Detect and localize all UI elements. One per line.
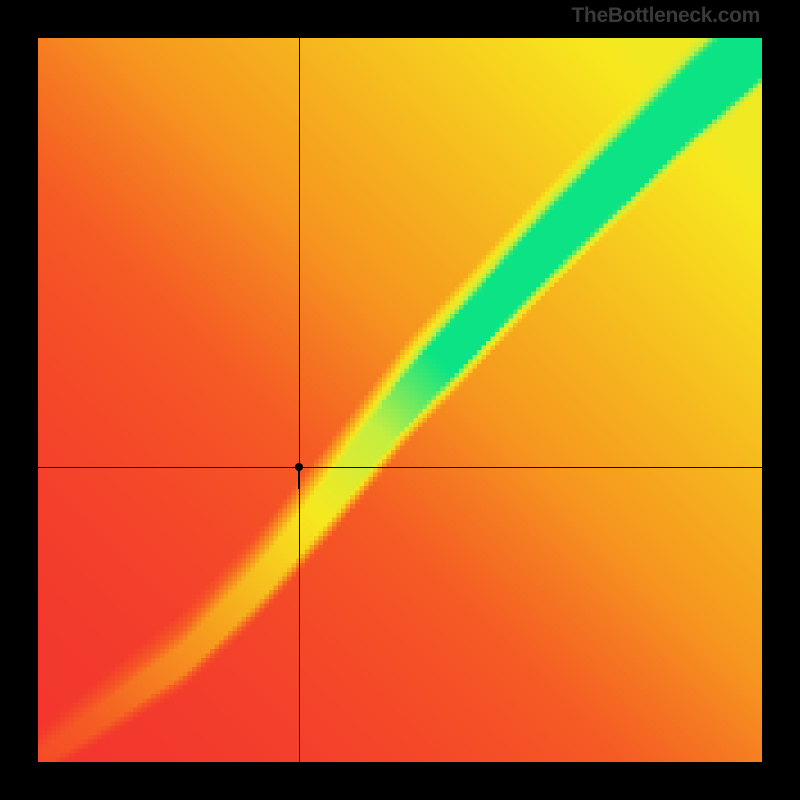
crosshair-horizontal xyxy=(38,467,762,468)
crosshair-vertical xyxy=(299,38,300,762)
marker-tick xyxy=(298,467,300,489)
heatmap-plot xyxy=(38,38,762,762)
heatmap-canvas xyxy=(38,38,762,762)
watermark-text: TheBottleneck.com xyxy=(571,4,760,28)
